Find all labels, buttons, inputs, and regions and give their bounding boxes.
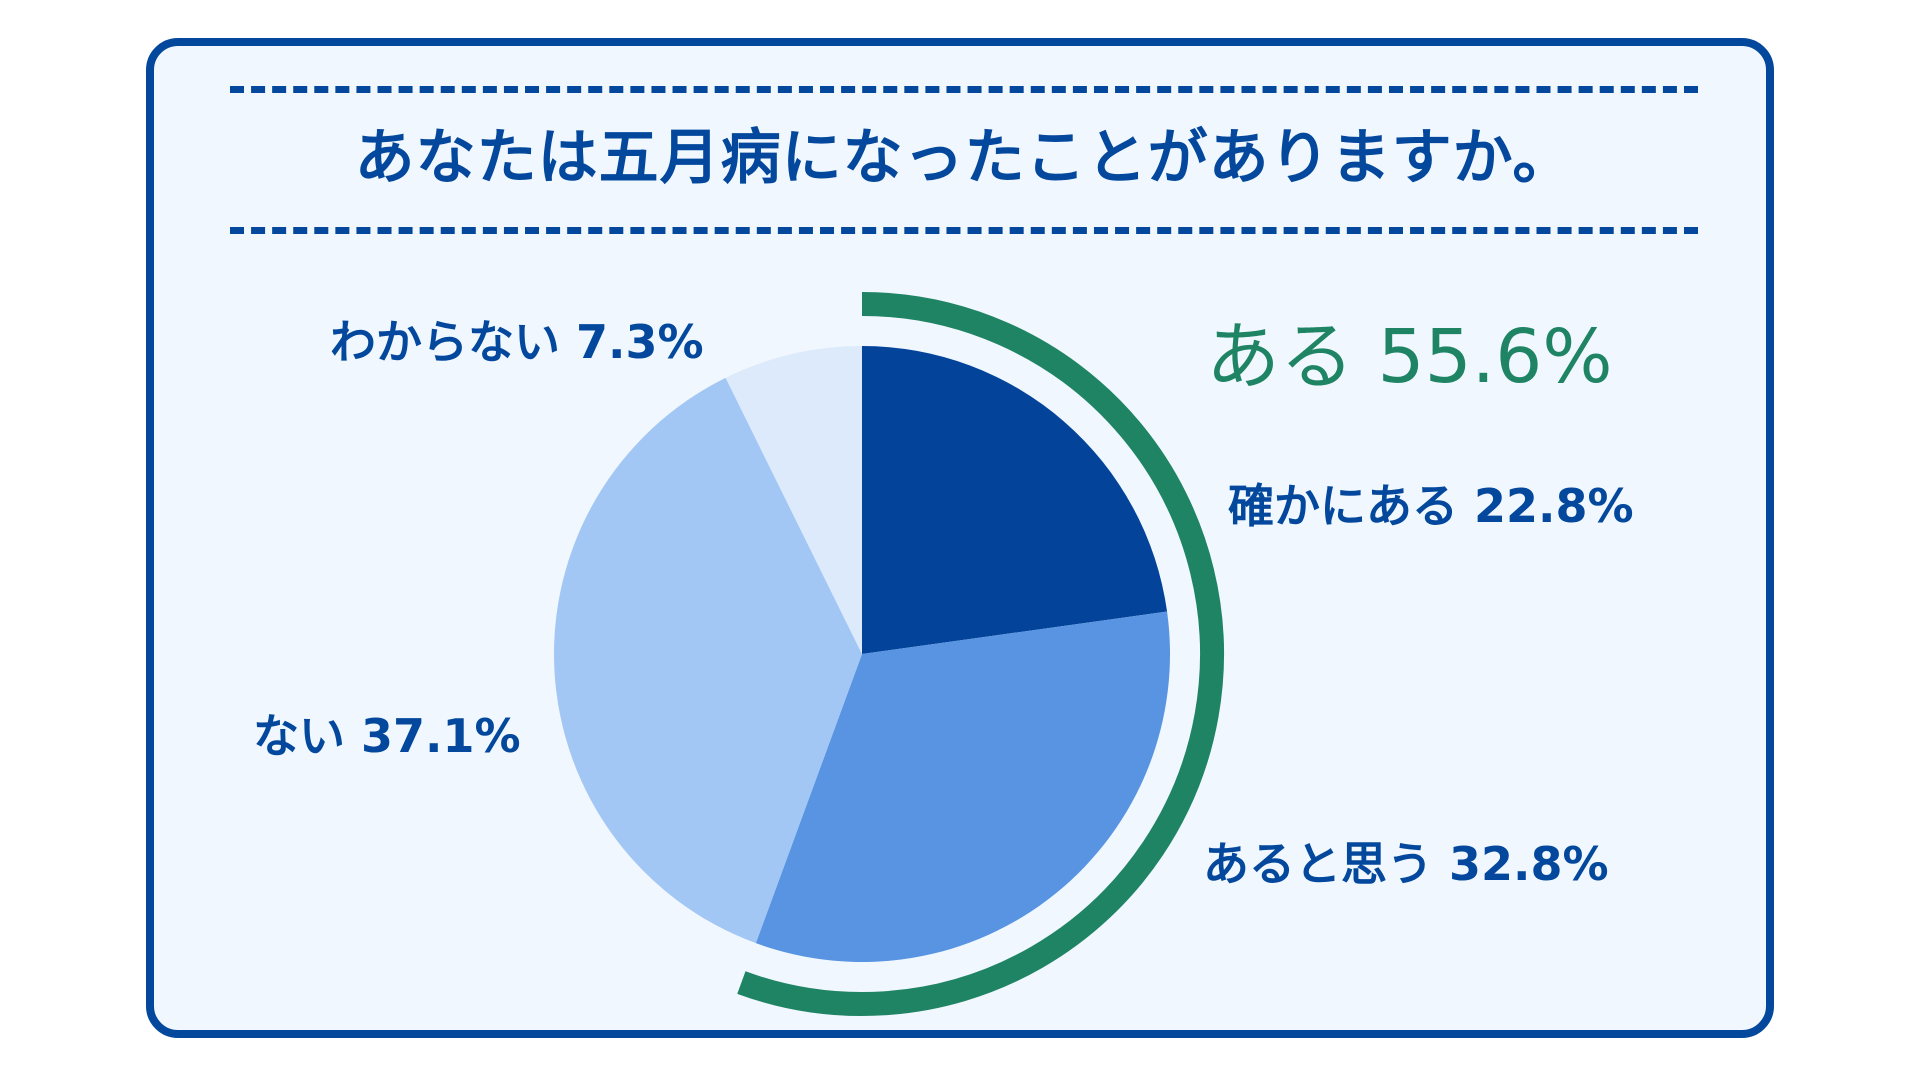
group-label-aru: ある 55.6% bbox=[1206, 314, 1613, 400]
title-divider-top bbox=[230, 86, 1698, 93]
slice-wakaranai bbox=[725, 346, 862, 654]
chart-title: あなたは五月病になったことがありますか。 bbox=[354, 123, 1574, 193]
title-divider-bottom bbox=[230, 227, 1698, 234]
group-arc-aru bbox=[737, 292, 1224, 1016]
slice-tashika-ni-aru bbox=[862, 346, 1168, 654]
pie-slices bbox=[554, 346, 1170, 962]
slice-nai bbox=[554, 377, 862, 944]
slice-labels: 確かにある 22.8% あると思う 32.8% ない 37.1% わからない 7… bbox=[253, 314, 1634, 891]
slice-label-aru-to-omou: あると思う 32.8% bbox=[1203, 837, 1609, 891]
slice-label-nai: ない 37.1% bbox=[253, 709, 521, 763]
slice-label-wakaranai: わからない 7.3% bbox=[330, 315, 704, 369]
slice-aru-to-omou bbox=[755, 611, 1170, 962]
slice-label-tashika-ni-aru: 確かにある 22.8% bbox=[1228, 479, 1634, 533]
